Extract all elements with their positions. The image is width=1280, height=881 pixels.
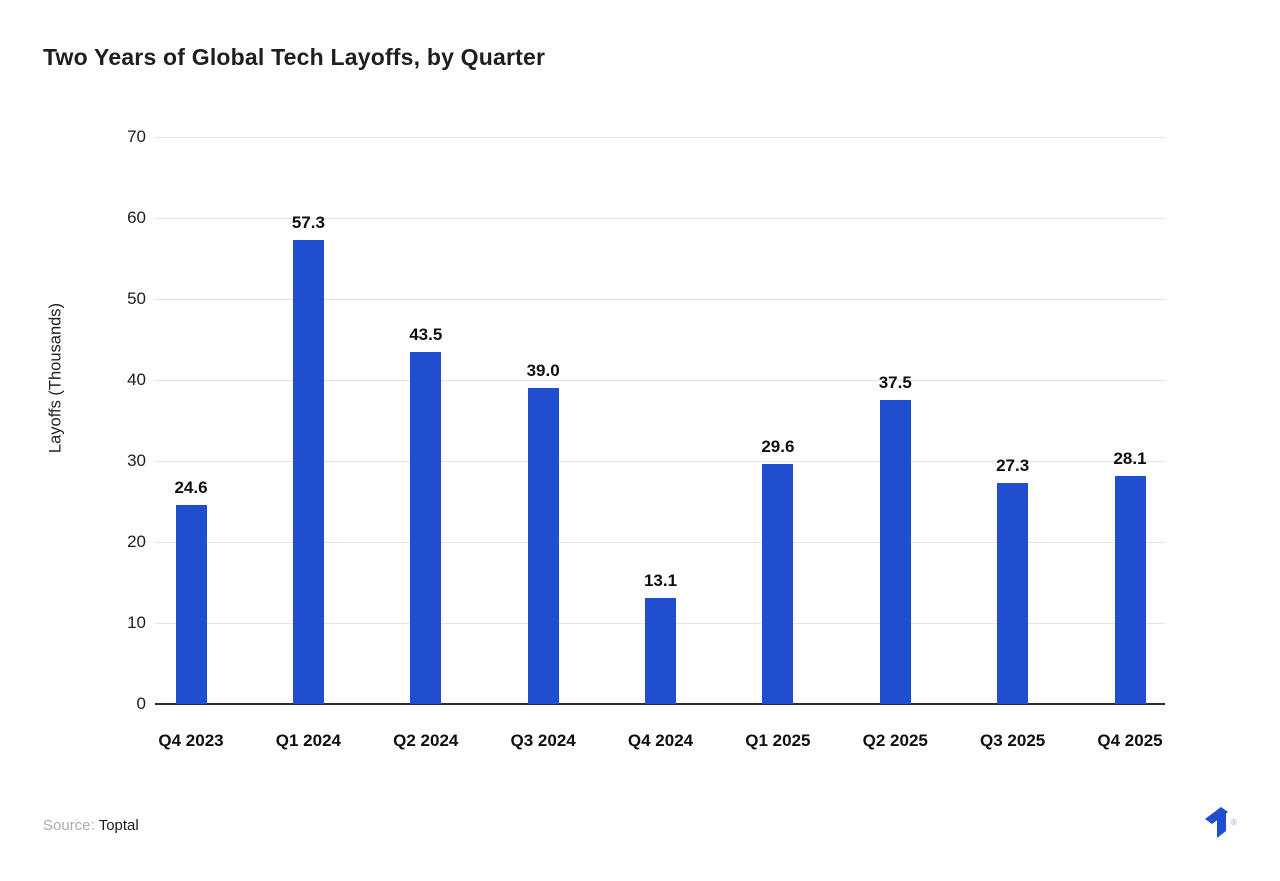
y-axis-tick-label: 70 <box>127 127 146 146</box>
gridline <box>155 217 1165 219</box>
y-axis-tick-label: 40 <box>127 370 146 389</box>
y-axis-tick-label: 60 <box>127 208 146 227</box>
x-axis-tick-label: Q1 2025 <box>745 731 811 750</box>
x-axis-tick-label: Q2 2025 <box>862 731 928 750</box>
bar-value-label: 43.5 <box>409 324 443 344</box>
bar-q1-2024 <box>292 239 324 704</box>
bar-value-label: 57.3 <box>291 212 325 232</box>
bar-value-label: 37.5 <box>878 373 912 393</box>
source-name: Toptal <box>98 817 139 834</box>
y-axis-tick-label: 20 <box>127 532 146 551</box>
gridline <box>155 541 1165 543</box>
y-axis-tick-label: 50 <box>127 289 146 308</box>
toptal-logo-icon <box>1202 803 1236 843</box>
source-line: Source: Toptal <box>43 817 139 834</box>
bar-q4-2025 <box>1114 476 1146 704</box>
bar-value-label: 39.0 <box>526 361 560 381</box>
bar-q3-2025 <box>997 482 1029 704</box>
bar-value-label: 13.1 <box>643 570 678 590</box>
gridline <box>155 379 1165 381</box>
x-axis-tick-label: Q4 2025 <box>1097 731 1163 750</box>
x-axis-baseline <box>155 703 1165 705</box>
y-axis-tick-label: 0 <box>136 694 146 713</box>
x-axis-tick-label: Q3 2025 <box>980 731 1046 750</box>
bar-q4-2024 <box>645 597 676 704</box>
plot-area: 24.6 Q4 2023 57.3 Q1 2024 43.5 Q2 2024 39.0 Q3 … <box>155 136 1165 750</box>
bar-q4-2023 <box>175 504 207 704</box>
x-axis-tick-label: Q4 2023 <box>158 731 224 750</box>
chart-title: Two Years of Global Tech Layoffs, by Qua… <box>43 44 546 70</box>
x-axis-tick-label: Q1 2024 <box>275 731 341 750</box>
bar-q3-2024 <box>527 388 559 704</box>
bar-value-label: 27.3 <box>996 455 1030 475</box>
x-axis-tick-label: Q3 2024 <box>510 731 576 750</box>
x-axis-tick-label: Q4 2024 <box>627 731 694 750</box>
bar-value-label: 28.1 <box>1113 449 1147 469</box>
y-axis-tick-label: 30 <box>127 451 146 470</box>
bar-q2-2025 <box>879 400 911 704</box>
gridline <box>155 460 1165 462</box>
bar-q1-2025 <box>762 464 794 704</box>
y-axis-tick-label: 10 <box>127 613 146 632</box>
bar-value-label: 24.6 <box>174 477 208 497</box>
registered-trademark-symbol: ® <box>1231 818 1237 827</box>
y-axis-ticks: 0 10 20 30 40 50 60 70 <box>60 127 146 713</box>
gridline <box>155 136 1165 138</box>
source-label: Source: <box>43 817 95 834</box>
bar-q2-2024 <box>410 351 442 704</box>
gridline <box>155 298 1165 300</box>
x-axis-tick-label: Q2 2024 <box>393 731 459 750</box>
bar-value-label: 29.6 <box>761 437 795 457</box>
